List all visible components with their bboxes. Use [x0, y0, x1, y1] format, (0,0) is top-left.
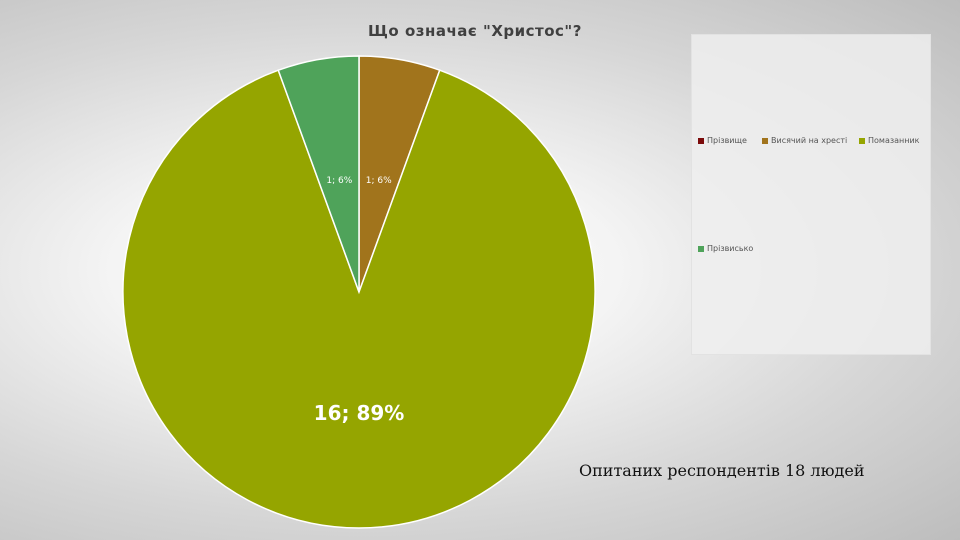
pie-slice-3: [277, 55, 360, 293]
chart-title: Що означає "Христос"?: [368, 22, 582, 40]
legend-label-0: Прізвище: [707, 136, 747, 145]
legend-label-3: Прізвисько: [707, 244, 754, 253]
legend-item-0: Прізвище: [698, 136, 747, 145]
legend-swatch-2: [859, 137, 865, 144]
data-label-2: 16; 89%: [314, 401, 405, 425]
respondents-note: Опитаних респондентів 18 людей: [579, 461, 865, 480]
legend-item-1: Висячий на хресті: [762, 136, 847, 145]
legend-item-2: Помазанник: [859, 136, 920, 145]
data-label-3: 1; 6%: [326, 176, 352, 186]
chart-legend: Прізвище Висячий на хресті Помазанник Пр…: [691, 34, 931, 355]
data-label-1: 1; 6%: [366, 176, 392, 186]
legend-swatch-3: [698, 245, 704, 252]
legend-swatch-1: [762, 137, 768, 144]
legend-swatch-0: [698, 137, 704, 144]
legend-label-1: Висячий на хресті: [771, 136, 848, 145]
pie-slice-2: [122, 69, 596, 529]
legend-label-2: Помазанник: [868, 136, 920, 145]
legend-item-3: Прізвисько: [698, 244, 753, 253]
